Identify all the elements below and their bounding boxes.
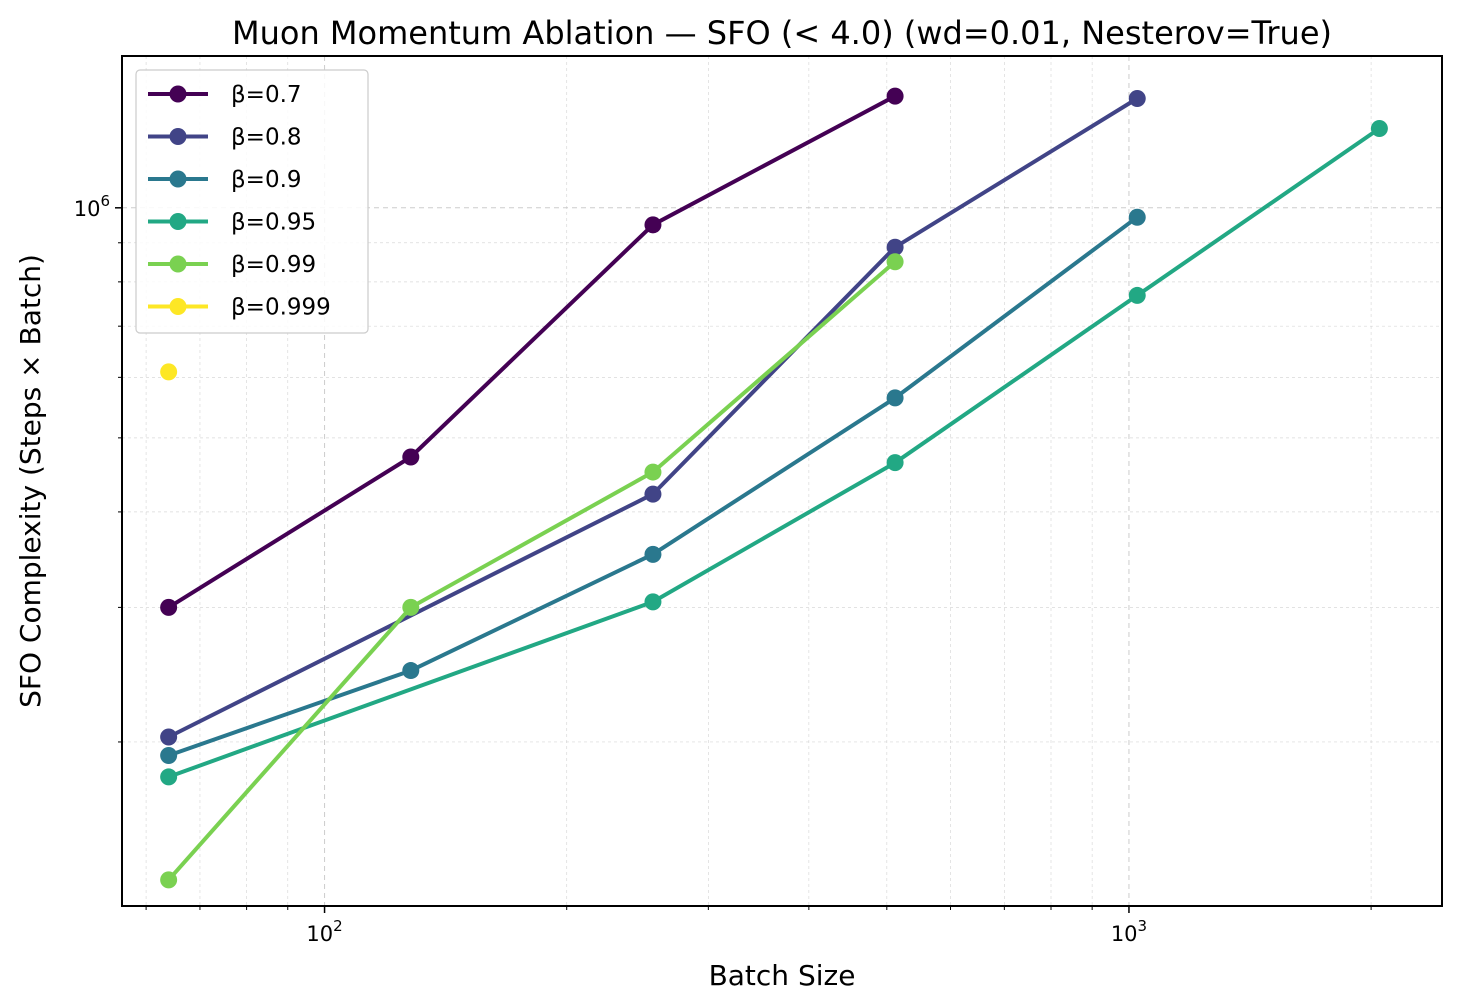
legend-label: β=0.9 bbox=[231, 167, 302, 193]
x-tick-label-exponent: 2 bbox=[333, 917, 343, 935]
legend-label: β=0.7 bbox=[231, 82, 302, 108]
plot-frame bbox=[121, 55, 1443, 907]
data-point bbox=[402, 662, 420, 680]
x-tick-label-exponent: 3 bbox=[1138, 917, 1148, 935]
data-point bbox=[160, 871, 178, 889]
series bbox=[160, 87, 1388, 889]
data-point bbox=[886, 238, 904, 256]
x-tick-label: 102 bbox=[306, 917, 342, 946]
legend-item: β=0.999 bbox=[148, 295, 331, 321]
data-point bbox=[1370, 119, 1388, 137]
legend-label: β=0.999 bbox=[231, 295, 331, 321]
chart-title: Muon Momentum Ablation — SFO (< 4.0) (wd… bbox=[232, 14, 1332, 52]
data-point bbox=[1128, 286, 1146, 304]
y-tick-label-exponent: 6 bbox=[100, 192, 110, 210]
legend-label: β=0.8 bbox=[231, 125, 302, 151]
series-line bbox=[167, 260, 897, 882]
data-point bbox=[886, 389, 904, 407]
legend-item: β=0.9 bbox=[148, 167, 302, 193]
legend-swatch-marker bbox=[169, 170, 187, 188]
legend-item: β=0.7 bbox=[148, 82, 302, 108]
legend-label: β=0.99 bbox=[231, 252, 316, 278]
data-point bbox=[160, 728, 178, 746]
data-point bbox=[886, 454, 904, 472]
y-tick-label-base: 10 bbox=[74, 197, 101, 221]
x-axis-label: Batch Size bbox=[709, 959, 856, 992]
legend-item: β=0.99 bbox=[148, 252, 316, 278]
data-point bbox=[160, 768, 178, 786]
data-point bbox=[644, 485, 662, 503]
legend-item: β=0.8 bbox=[148, 125, 302, 151]
data-point bbox=[1128, 90, 1146, 108]
x-ticks: 102 103 bbox=[145, 906, 1372, 946]
y-axis-label: SFO Complexity (Steps × Batch) bbox=[14, 254, 47, 708]
data-point bbox=[160, 747, 178, 765]
legend-swatch-marker bbox=[169, 213, 187, 230]
data-point bbox=[886, 87, 904, 105]
data-point bbox=[886, 253, 904, 271]
x-tick-label-base: 10 bbox=[1111, 922, 1138, 946]
legend-label: β=0.95 bbox=[231, 210, 316, 236]
legend-swatch-marker bbox=[169, 298, 187, 315]
series-group bbox=[160, 87, 904, 616]
data-point bbox=[160, 598, 178, 616]
x-tick-label: 103 bbox=[1111, 917, 1147, 946]
series-line bbox=[167, 94, 897, 610]
legend: β=0.7 β=0.8 β=0.9 β=0.95 β=0.99 β=0.999 bbox=[135, 69, 369, 334]
series-group bbox=[160, 253, 904, 889]
legend-swatch-marker bbox=[169, 85, 187, 103]
data-point bbox=[644, 545, 662, 563]
x-tick-label-base: 10 bbox=[306, 922, 333, 946]
data-point bbox=[644, 593, 662, 611]
series-group bbox=[160, 119, 1388, 786]
legend-swatch-marker bbox=[169, 255, 187, 273]
data-point bbox=[402, 598, 420, 616]
data-point bbox=[402, 448, 420, 466]
data-point bbox=[1128, 208, 1146, 226]
data-point bbox=[160, 363, 178, 381]
legend-swatch-marker bbox=[169, 128, 187, 145]
series-group bbox=[160, 363, 178, 381]
y-tick-label: 106 bbox=[74, 192, 110, 221]
data-point bbox=[644, 463, 662, 481]
legend-item: β=0.95 bbox=[148, 210, 316, 236]
data-point bbox=[644, 216, 662, 234]
